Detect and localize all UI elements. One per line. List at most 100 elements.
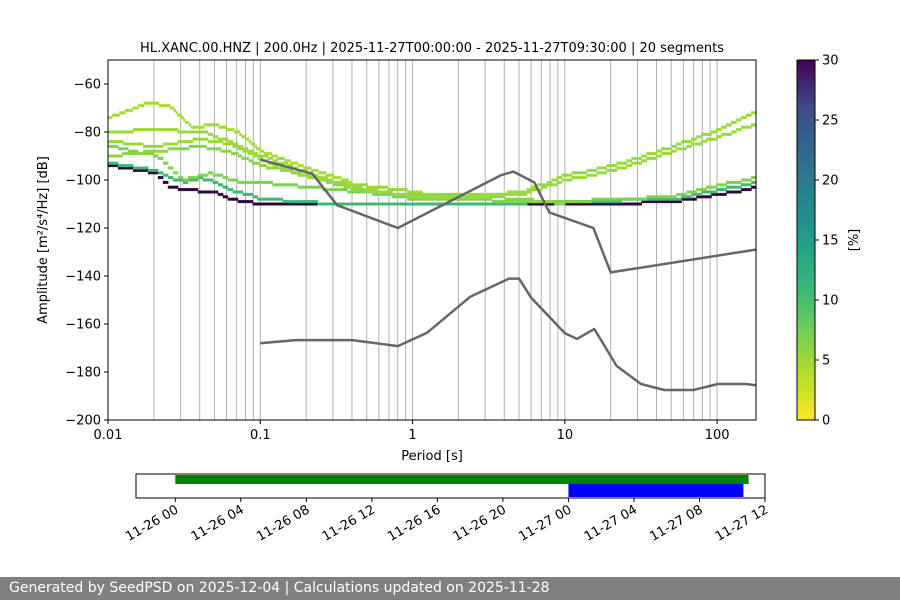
psd-cell — [581, 171, 588, 175]
psd-cell — [342, 188, 348, 192]
psd-cell — [262, 202, 269, 206]
psd-cell — [661, 197, 667, 201]
psd-cell — [506, 190, 513, 194]
psd-cell — [162, 180, 169, 184]
psd-cell — [147, 101, 150, 105]
y-tick-label-3: −120 — [65, 222, 101, 237]
psd-cell — [546, 180, 553, 184]
psd-cell — [681, 140, 687, 144]
psd-cell — [476, 195, 483, 199]
psd-cell — [222, 142, 229, 146]
psd-cell — [496, 200, 503, 204]
psd-cell — [681, 192, 687, 196]
psd-cell — [157, 128, 164, 132]
psd-cell — [227, 140, 234, 144]
psd-cell — [466, 195, 473, 199]
psd-cell — [372, 188, 378, 192]
psd-cell — [320, 171, 323, 175]
psd-cell — [197, 173, 204, 177]
psd-cell — [112, 164, 119, 168]
psd-cell — [212, 135, 219, 139]
psd-cell — [410, 192, 415, 196]
psd-cell — [721, 188, 727, 192]
psd-cell — [273, 154, 276, 158]
footer-bar: Generated by SeedPSD on 2025-12-04 | Cal… — [0, 577, 900, 600]
psd-cell — [222, 195, 229, 199]
psd-cell — [505, 197, 510, 201]
psd-cell — [293, 161, 297, 165]
psd-cell — [224, 125, 227, 129]
psd-cell — [137, 142, 144, 146]
psd-cell — [362, 202, 368, 206]
psd-cell — [371, 190, 376, 194]
psd-cell — [736, 180, 742, 184]
psd-cell — [666, 200, 672, 204]
psd-cell — [255, 161, 260, 165]
psd-cell — [160, 104, 164, 108]
x-axis-label: Period [s] — [401, 449, 463, 464]
psd-cell — [556, 176, 563, 180]
psd-cell — [516, 200, 523, 204]
psd-cell — [412, 197, 418, 201]
psd-cell — [516, 192, 523, 196]
psd-cell — [481, 195, 488, 199]
psd-cell — [282, 166, 289, 170]
psd-cell — [272, 202, 279, 206]
psd-cell — [661, 152, 667, 156]
psd-cell — [267, 202, 274, 206]
psd-cell — [244, 137, 248, 141]
psd-cell — [455, 192, 461, 196]
psd-cell — [506, 200, 513, 204]
psd-cell — [486, 195, 493, 199]
psd-cell — [171, 106, 175, 110]
psd-cell — [596, 166, 603, 170]
psd-cell — [656, 197, 662, 201]
psd-cell — [183, 118, 186, 122]
psd-cell — [691, 190, 697, 194]
psd-cell — [333, 176, 336, 180]
psd-cell — [656, 200, 662, 204]
psd-cell — [438, 192, 443, 196]
psd-cell — [237, 180, 244, 184]
psd-cell — [113, 113, 117, 117]
psd-cell — [187, 130, 194, 134]
colorbar-ticks: 0 5 10 15 20 25 30 — [815, 54, 839, 429]
psd-cell — [217, 173, 224, 177]
psd-cell — [432, 195, 438, 199]
psd-cell — [651, 156, 657, 160]
psd-cell — [122, 164, 129, 168]
psd-cell — [611, 197, 618, 201]
psd-cell — [736, 190, 742, 194]
psd-cell — [173, 108, 177, 112]
psd-cell — [306, 166, 310, 170]
colorbar-gradient — [796, 59, 816, 421]
psd-cell — [691, 142, 697, 146]
psd-cell — [231, 128, 235, 132]
psd-cell — [182, 188, 189, 192]
psd-cell — [402, 195, 408, 199]
psd-cell — [277, 166, 284, 170]
psd-cell — [671, 200, 677, 204]
psd-cell — [112, 144, 119, 148]
psd-cell — [220, 149, 225, 153]
psd-cell — [154, 101, 158, 105]
psd-cell — [118, 154, 123, 158]
psd-cell — [746, 178, 752, 182]
psd-cell — [111, 113, 115, 117]
psd-cell — [172, 185, 179, 189]
psd-cell — [337, 188, 343, 192]
psd-cell — [626, 202, 632, 206]
colorbar-tick-label-3: 15 — [822, 234, 839, 249]
psd-cell — [751, 123, 756, 127]
psd-cell — [631, 156, 637, 160]
psd-cell — [387, 190, 393, 194]
psd-cell — [192, 130, 199, 134]
psd-cell — [222, 137, 229, 141]
psd-cell — [372, 185, 378, 189]
psd-cell — [536, 200, 541, 204]
psd-cell — [746, 113, 752, 117]
psd-cell — [636, 197, 642, 201]
psd-cell — [252, 202, 259, 206]
psd-cell — [382, 190, 388, 194]
